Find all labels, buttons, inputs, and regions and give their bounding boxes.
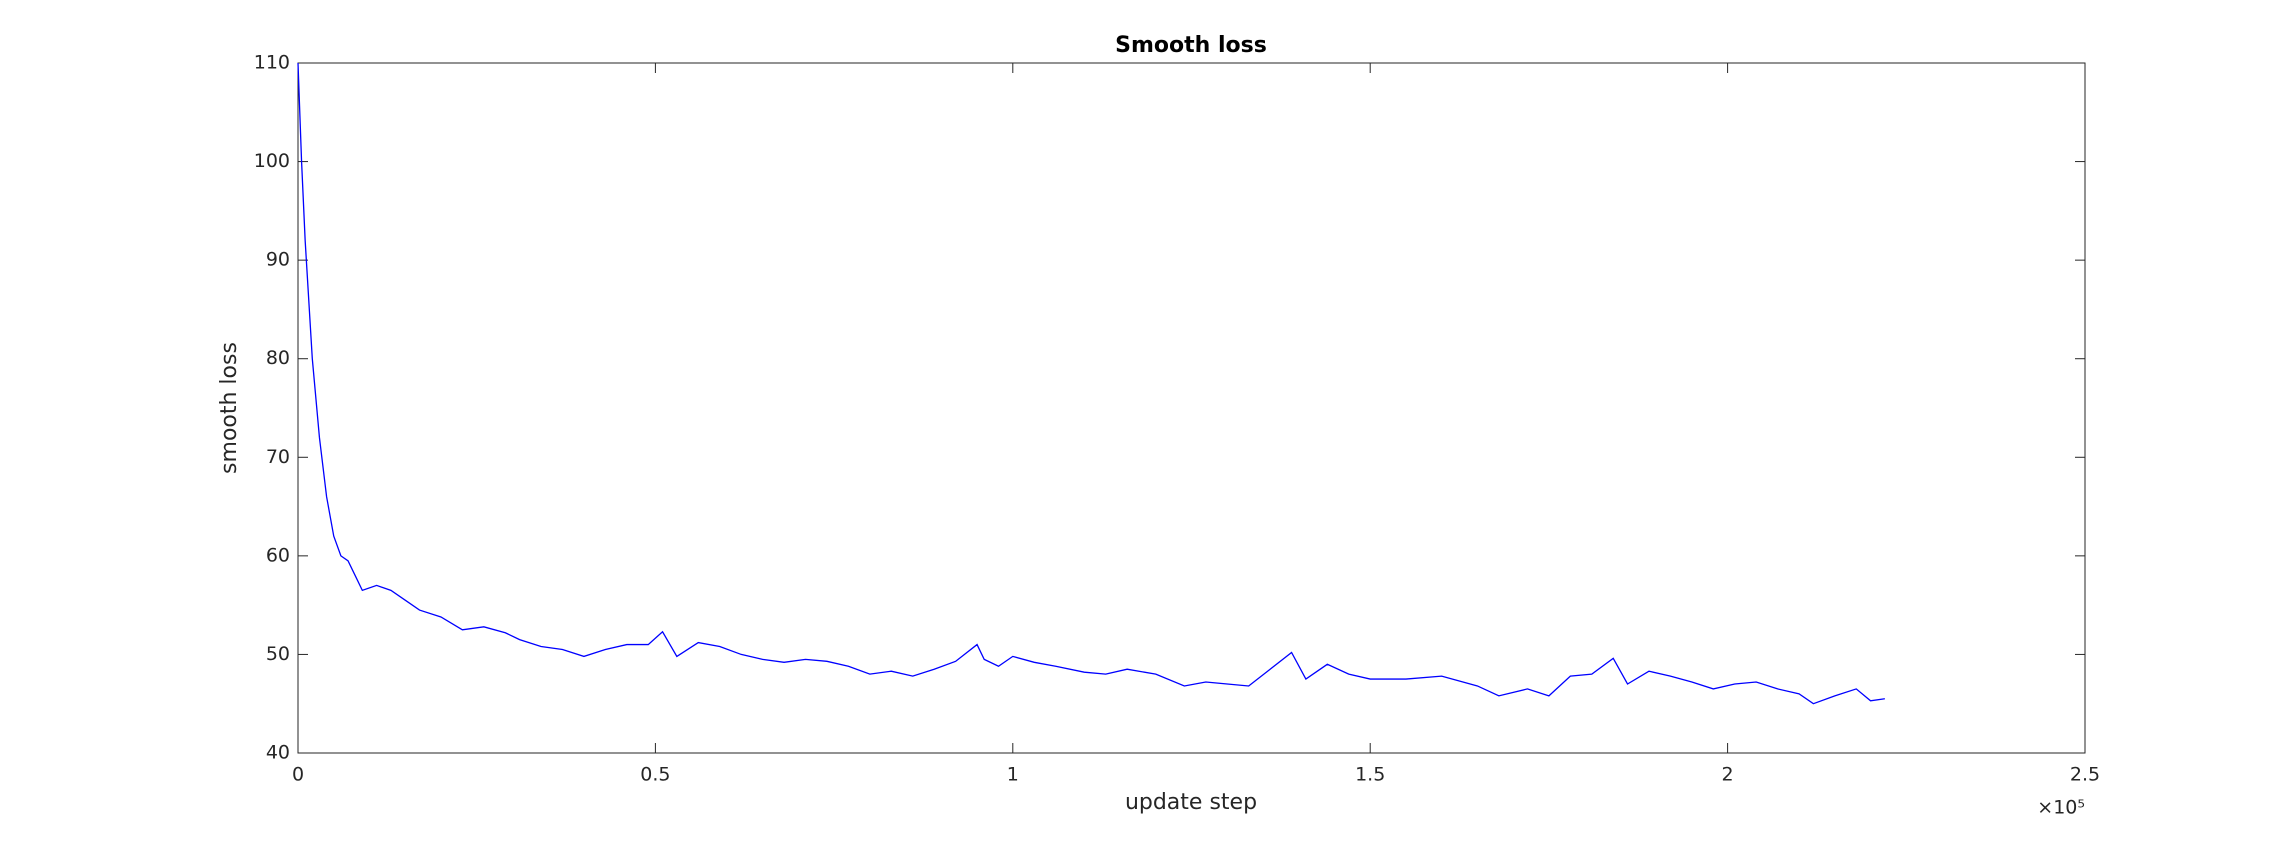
x-multiplier: ×10⁵: [2037, 797, 2085, 819]
plot-area: [297, 62, 2086, 754]
x-tick-label: 0: [292, 764, 304, 786]
y-tick-label: 90: [266, 249, 290, 271]
x-tick-label: 2: [1722, 764, 1734, 786]
x-tick-label: 1: [1007, 764, 1019, 786]
x-tick-label: 1.5: [1355, 764, 1385, 786]
y-tick-label: 40: [266, 742, 290, 764]
y-tick-label: 80: [266, 347, 290, 369]
y-tick-label: 50: [266, 643, 290, 665]
x-tick-label: 2.5: [2070, 764, 2100, 786]
data-line: [297, 62, 1885, 705]
x-axis-label: update step: [1125, 790, 1257, 815]
chart-title: Smooth loss: [1115, 33, 1267, 58]
y-axis-label: smooth loss: [217, 342, 242, 474]
y-tick-label: 100: [254, 150, 290, 172]
y-tick-label: 70: [266, 446, 290, 468]
y-tick-label: 60: [266, 544, 290, 566]
x-tick-label: 0.5: [640, 764, 670, 786]
y-tick-label: 110: [254, 52, 290, 74]
